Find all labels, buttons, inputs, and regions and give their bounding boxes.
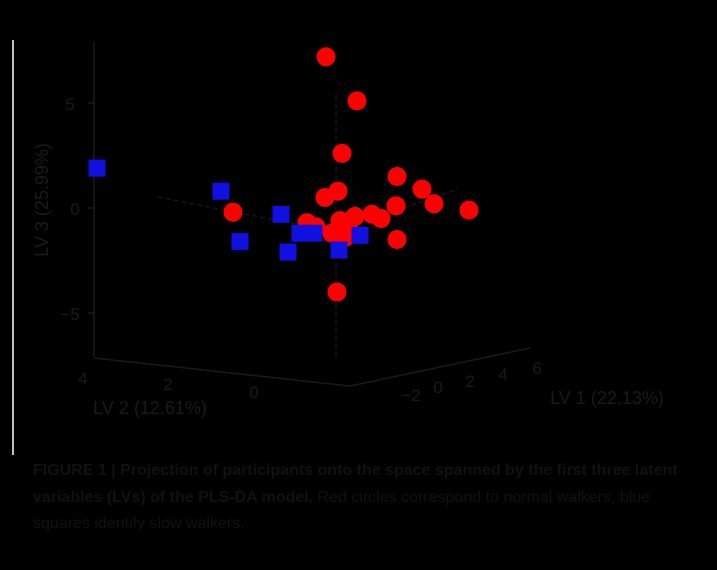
lv3-tick-label: 5 bbox=[65, 95, 74, 114]
lv2-axis-label: LV 2 (12.61%) bbox=[93, 398, 207, 418]
red-circle-point bbox=[424, 194, 444, 214]
red-circle-point bbox=[223, 202, 243, 222]
red-circle-point bbox=[347, 91, 367, 111]
caption-lead: FIGURE 1 | Projection of participants on… bbox=[33, 462, 678, 506]
lv2-axis-line bbox=[93, 357, 351, 387]
red-circle-point bbox=[387, 167, 407, 186]
lv1-tick-label: 0 bbox=[433, 378, 442, 397]
lv1-tick-label: 2 bbox=[465, 372, 474, 391]
blue-square-point bbox=[279, 243, 297, 261]
blue-square-point bbox=[212, 182, 230, 200]
lv3-tick-marks bbox=[88, 102, 94, 314]
blue-square-point bbox=[305, 224, 323, 242]
lv1-tick-label: 4 bbox=[498, 365, 507, 384]
red-circle-point bbox=[412, 179, 432, 199]
red-circle-point bbox=[332, 143, 352, 163]
figure-caption: FIGURE 1 | Projection of participants on… bbox=[33, 458, 683, 538]
red-circle-point bbox=[459, 200, 479, 220]
lv2-tick-label: 0 bbox=[249, 383, 258, 402]
lv2-origin-line bbox=[157, 196, 337, 233]
red-circle-point bbox=[387, 230, 407, 249]
red-circle-point bbox=[315, 188, 335, 207]
lv1-tick-label: −2 bbox=[401, 386, 420, 405]
lv1-tick-label: 6 bbox=[532, 359, 541, 378]
blue-square-point bbox=[330, 241, 348, 259]
lv3-tick-label: 0 bbox=[70, 200, 79, 219]
red-circle-point bbox=[327, 282, 347, 302]
blue-square-point bbox=[351, 226, 369, 244]
lv1-axis-label: LV 1 (22.13%) bbox=[550, 388, 664, 408]
blue-square-point bbox=[231, 233, 249, 251]
scatter-3d-chart: 5 0 −5 LV 3 (25.99%) 4 2 0 LV 2 (12.61%)… bbox=[12, 40, 664, 455]
blue-square-point bbox=[272, 205, 290, 223]
lv3-axis-label: LV 3 (25.99%) bbox=[32, 143, 52, 257]
lv1-axis-line bbox=[349, 347, 531, 387]
red-circle-point bbox=[316, 47, 336, 67]
lv2-tick-label: 4 bbox=[78, 369, 87, 388]
blue-square-point bbox=[291, 224, 309, 242]
red-circle-point bbox=[386, 196, 406, 216]
blue-square-point bbox=[88, 159, 106, 177]
marker-layer bbox=[88, 47, 479, 302]
lv2-tick-label: 2 bbox=[163, 375, 172, 394]
caption-body: Red circles correspond to normal walkers… bbox=[33, 488, 651, 533]
lv3-tick-label: −5 bbox=[60, 305, 79, 324]
red-circle-point bbox=[371, 209, 391, 228]
